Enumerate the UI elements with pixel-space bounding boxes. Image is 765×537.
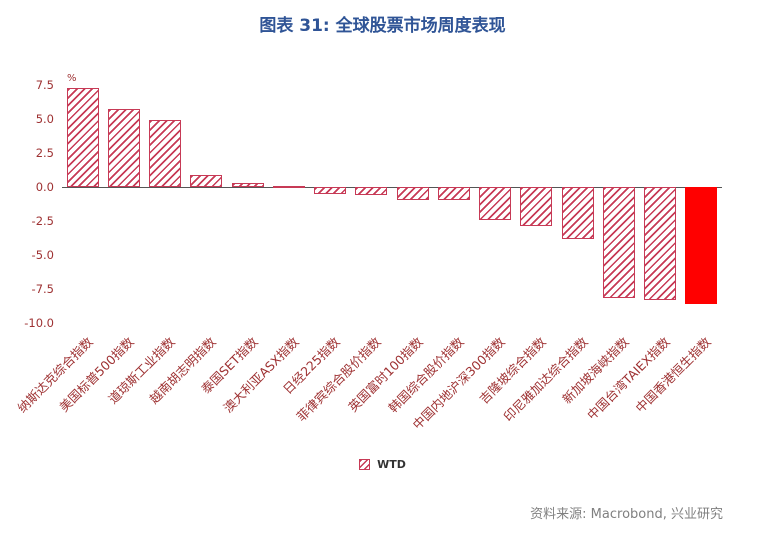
bar bbox=[602, 186, 635, 299]
bar bbox=[479, 186, 512, 220]
y-tick-label: -10.0 bbox=[24, 316, 54, 330]
bar bbox=[190, 174, 223, 187]
bar bbox=[644, 186, 677, 300]
bar bbox=[355, 186, 388, 196]
y-tick-label: -7.5 bbox=[31, 282, 54, 296]
bar bbox=[520, 186, 553, 227]
bar bbox=[561, 186, 594, 239]
y-tick-label: 0.0 bbox=[35, 179, 54, 194]
y-tick-label: -2.5 bbox=[31, 213, 54, 228]
bar bbox=[437, 186, 470, 201]
y-tick-label: -5.0 bbox=[31, 247, 54, 262]
x-axis-zero-line bbox=[62, 186, 722, 188]
bar bbox=[272, 186, 305, 189]
bar bbox=[66, 87, 99, 187]
y-tick-label: 7.5 bbox=[35, 77, 54, 92]
bar bbox=[396, 186, 429, 201]
chart-title: 图表 31: 全球股票市场周度表现 bbox=[259, 16, 506, 36]
bar bbox=[231, 182, 264, 187]
y-tick-label: 2.5 bbox=[35, 145, 54, 160]
bar bbox=[685, 186, 718, 304]
legend-wtd-label: WTD bbox=[377, 458, 406, 471]
legend: WTD bbox=[0, 458, 765, 471]
y-axis-unit-label: % bbox=[67, 73, 77, 84]
bar bbox=[149, 120, 182, 187]
bar bbox=[107, 109, 140, 187]
source-note: 资料来源: Macrobond, 兴业研究 bbox=[530, 507, 723, 522]
bar bbox=[314, 186, 347, 194]
legend-wtd-swatch-icon bbox=[359, 459, 371, 470]
y-tick-label: 5.0 bbox=[35, 111, 54, 126]
